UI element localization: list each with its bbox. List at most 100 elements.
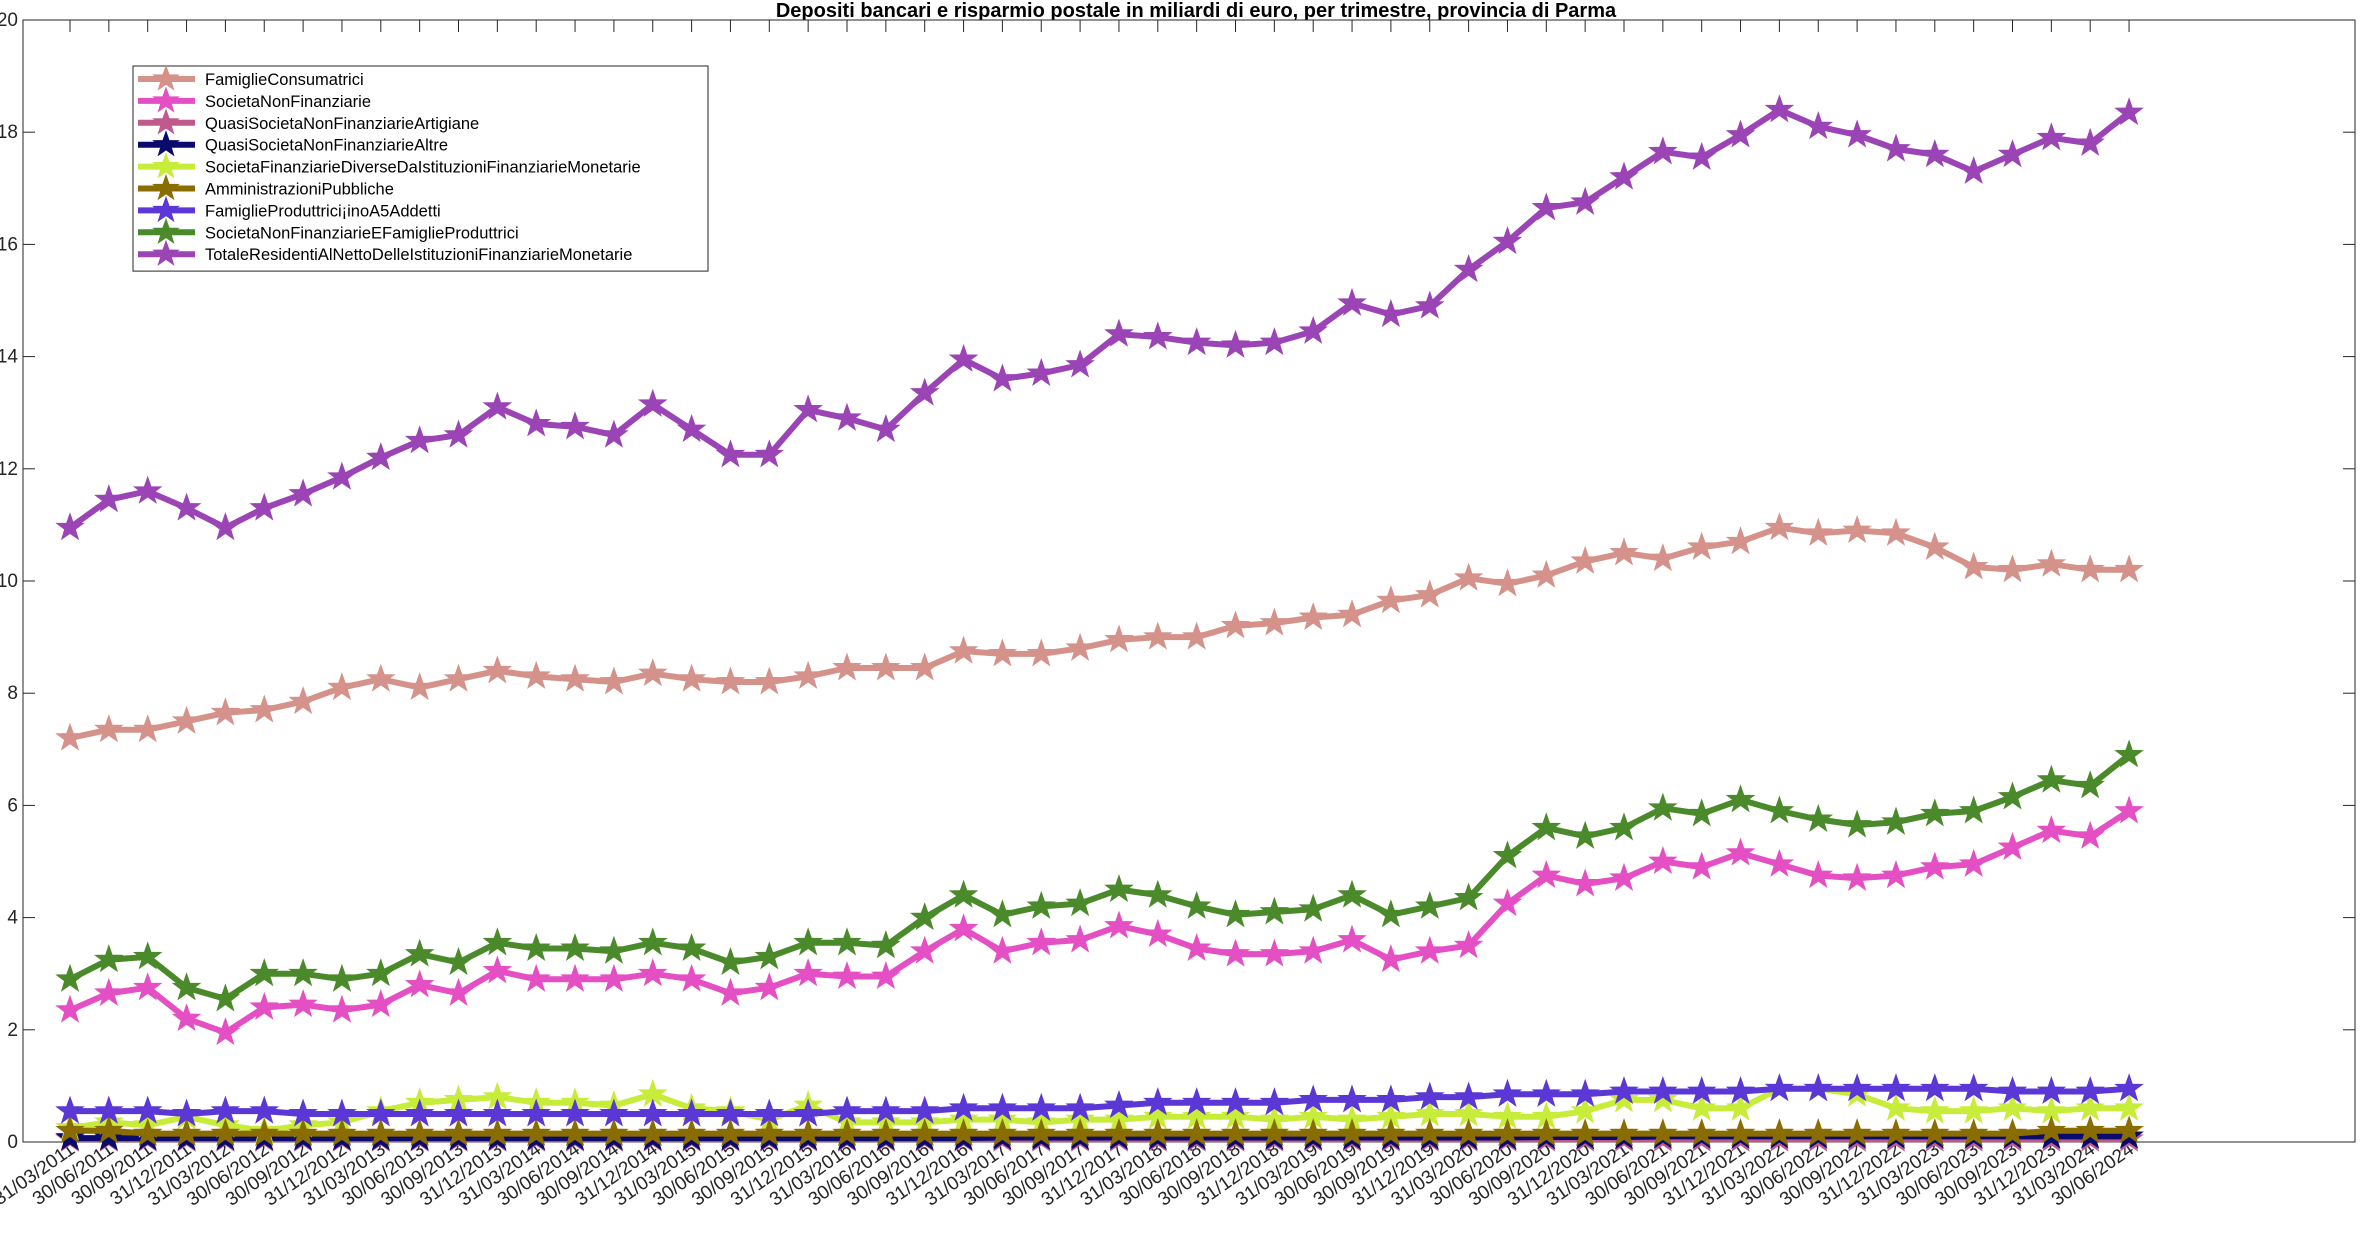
data-point (482, 391, 513, 420)
data-point (793, 958, 823, 987)
data-point (871, 930, 901, 959)
data-point (715, 439, 746, 468)
data-point (1920, 798, 1950, 827)
legend-item[interactable]: SocietaNonFinanziarieEFamiglieProduttric… (138, 217, 519, 245)
data-point (1958, 551, 1989, 580)
data-point (2036, 1075, 2067, 1105)
data-point (1531, 559, 1562, 588)
data-point (871, 960, 901, 990)
y-tick-label: 0 (7, 1132, 18, 1153)
legend-item[interactable]: TotaleResidentiAlNettoDelleIstituzioniFi… (138, 239, 632, 266)
data-point (1920, 531, 1950, 560)
data-point (1803, 803, 1834, 833)
data-point (1881, 1118, 1911, 1147)
data-point (55, 722, 85, 751)
data-point (1337, 879, 1367, 908)
data-point (482, 927, 513, 956)
data-point (1764, 1073, 1795, 1102)
data-point (1958, 1073, 1989, 1102)
data-point (2036, 122, 2067, 151)
data-point (1881, 1092, 1911, 1121)
series-1 (55, 795, 2144, 1046)
data-point (832, 652, 862, 681)
data-point (1298, 1084, 1328, 1113)
data-point (1842, 1073, 1872, 1102)
data-point (1881, 133, 1911, 162)
legend-item[interactable]: QuasiSocietaNonFinanziarieArtigiane (138, 108, 479, 135)
data-point (366, 663, 396, 692)
legend-item[interactable]: SocietaNonFinanziarie (138, 86, 371, 113)
legend-box (132, 65, 709, 272)
data-point (1570, 868, 1600, 897)
data-point (637, 1098, 668, 1127)
data-point (1414, 890, 1445, 919)
data-point (1609, 812, 1639, 841)
data-point (521, 408, 551, 437)
data-point (1881, 859, 1911, 889)
legend-item[interactable]: SocietaFinanziarieDiverseDaIstituzioniFi… (138, 152, 641, 179)
data-point (676, 963, 707, 992)
data-point (1181, 327, 1212, 356)
data-point (793, 927, 823, 956)
data-point (1337, 1118, 1367, 1147)
data-point (987, 363, 1018, 392)
data-point (1725, 837, 1756, 866)
legend[interactable]: FamiglieConsumatrici SocietaNonFinanziari… (132, 64, 709, 272)
series-line (68, 106, 2131, 531)
data-point (1997, 831, 2028, 861)
data-point (793, 394, 823, 423)
data-point (2075, 1092, 2105, 1121)
data-point (1337, 599, 1367, 628)
data-point (715, 977, 746, 1006)
data-point (2114, 1073, 2144, 1102)
data-point (676, 932, 707, 962)
data-point (637, 658, 668, 687)
data-point (1492, 1078, 1523, 1107)
data-point (599, 666, 629, 695)
data-point (366, 1098, 396, 1127)
data-point (1725, 526, 1756, 555)
data-point (987, 899, 1018, 928)
data-point (1842, 119, 1872, 148)
data-point (327, 963, 357, 992)
data-point (1686, 1092, 1717, 1121)
data-point (560, 1098, 590, 1127)
data-point (1686, 798, 1717, 827)
data-point (1220, 1087, 1251, 1116)
data-point (1376, 585, 1406, 614)
data-point (1143, 321, 1173, 350)
legend-label: FamiglieConsumatrici (205, 71, 364, 89)
data-point (1531, 1078, 1562, 1107)
data-point (1181, 890, 1212, 919)
data-point (249, 694, 280, 723)
data-point (404, 425, 435, 454)
data-point (1648, 1084, 1678, 1113)
legend-item[interactable]: FamiglieProduttrici¡inoA5Addetti (138, 195, 441, 223)
data-point (1725, 1092, 1756, 1121)
data-point (288, 1118, 318, 1147)
data-point (676, 1098, 707, 1127)
data-point (94, 1095, 124, 1124)
data-point (715, 1118, 746, 1147)
data-point (94, 1115, 124, 1144)
data-point (1298, 601, 1328, 631)
data-point (1570, 1078, 1600, 1107)
legend-item[interactable]: FamiglieConsumatrici (138, 64, 364, 91)
data-point (482, 655, 513, 684)
data-point (132, 1095, 163, 1124)
data-point (1414, 935, 1445, 964)
data-point (1104, 873, 1134, 903)
data-point (1686, 851, 1717, 880)
data-point (1376, 298, 1406, 328)
data-point (754, 1118, 785, 1147)
data-point (637, 927, 668, 956)
data-point (132, 475, 163, 504)
data-point (1298, 315, 1328, 344)
legend-star-marker (152, 239, 180, 266)
legend-item[interactable]: AmministrazioniPubbliche (138, 173, 394, 201)
data-point (482, 1118, 513, 1147)
data-point (1453, 930, 1484, 959)
data-point (404, 1098, 435, 1127)
legend-item[interactable]: QuasiSocietaNonFinanziarieAltre (138, 130, 448, 157)
data-point (1803, 859, 1834, 889)
